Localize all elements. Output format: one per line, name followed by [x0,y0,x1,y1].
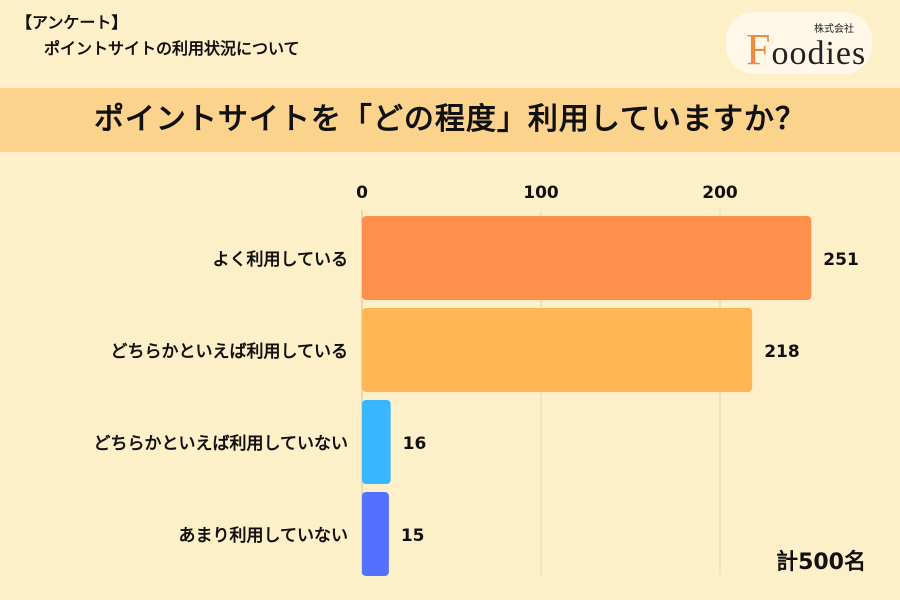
bar [362,400,391,484]
logo-rest: oodies [771,35,867,72]
bar [362,492,389,576]
category-label: どちらかといえば利用していない [94,433,349,454]
category-label: どちらかといえば利用している [111,341,349,362]
data-label: 218 [764,342,800,362]
survey-header: 【アンケート】 ポイントサイトの利用状況について [16,10,300,62]
logo-initial: F [746,25,772,74]
bar-chart: 0 100 200 よく利用している 251 どちらかといえば利用している 218 どちらかと… [94,183,859,576]
x-tick-label: 200 [702,183,738,203]
category-label: よく利用している [213,249,349,270]
bar [362,216,812,300]
x-tick-label: 0 [356,183,368,203]
survey-tag: 【アンケート】 [16,13,128,32]
category-label: あまり利用していない [179,525,349,546]
logo-wordmark: Foodies [746,24,866,75]
survey-subtitle: ポイントサイトの利用状況について [44,39,300,58]
x-tick-label: 100 [523,183,559,203]
question-title: ポイントサイトを「どの程度」利用していますか？ [93,102,807,137]
data-label: 251 [823,250,859,270]
data-label: 15 [401,526,425,546]
total-respondents: 計500名 [776,550,866,575]
company-logo: 株式会社 Foodies [726,12,872,74]
title-band: ポイントサイトを「どの程度」利用していますか？ [0,88,900,152]
data-label: 16 [403,434,427,454]
bar [362,308,753,392]
logo-company-label: 株式会社 [814,24,854,35]
